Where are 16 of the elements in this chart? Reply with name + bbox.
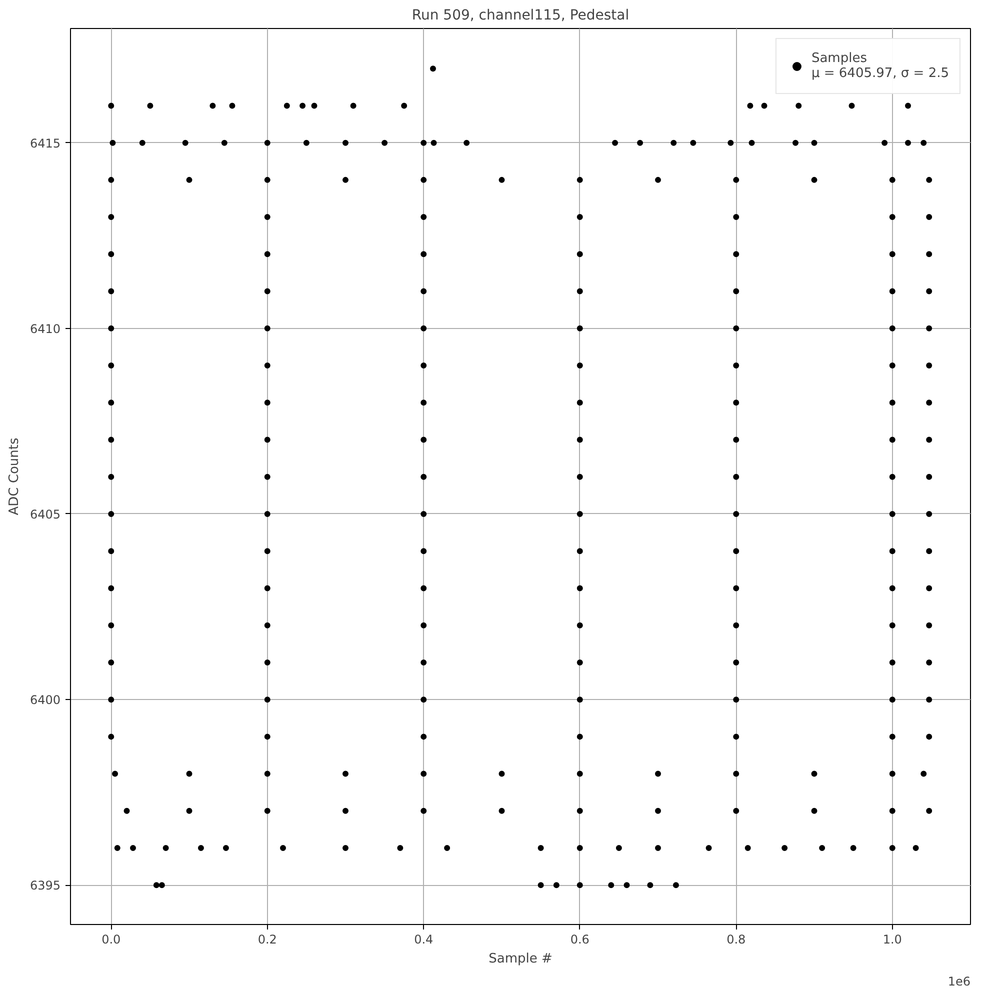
y-tick-label: 6395: [30, 878, 61, 893]
x-tick-label: 1.0: [882, 932, 902, 946]
y-tick-label: 6410: [30, 322, 61, 336]
x-tick-label: 0.8: [726, 932, 746, 946]
x-tick-label: 0.0: [102, 932, 121, 946]
x-axis-title: Sample #: [488, 952, 552, 966]
text: 1e6: [948, 974, 971, 988]
x-tick-label: 0.6: [570, 932, 590, 946]
y-tick-label: 6405: [30, 507, 61, 522]
y-axis-title: ADC Counts: [6, 438, 22, 516]
legend-label: Samples μ = 6405.97, σ = 2.5: [811, 50, 949, 83]
x-tick-label: 0.4: [414, 932, 434, 946]
y-tick-label: 6415: [30, 136, 61, 150]
y-tick-label: 6400: [30, 693, 61, 708]
x-tick-label: 0.2: [258, 932, 277, 946]
chart-title: Run 509, channel115, Pedestal: [412, 8, 630, 24]
